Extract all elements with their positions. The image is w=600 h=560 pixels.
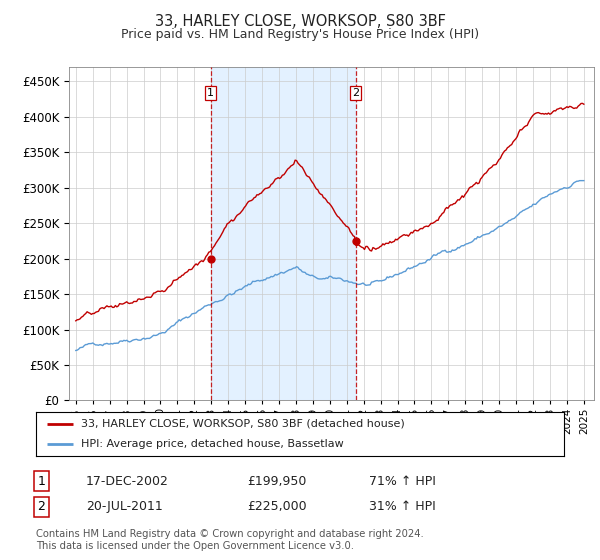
Text: 33, HARLEY CLOSE, WORKSOP, S80 3BF: 33, HARLEY CLOSE, WORKSOP, S80 3BF	[155, 14, 445, 29]
Text: 1: 1	[37, 474, 45, 488]
Text: 33, HARLEY CLOSE, WORKSOP, S80 3BF (detached house): 33, HARLEY CLOSE, WORKSOP, S80 3BF (deta…	[81, 419, 404, 429]
Text: HPI: Average price, detached house, Bassetlaw: HPI: Average price, detached house, Bass…	[81, 439, 344, 449]
Text: £225,000: £225,000	[247, 500, 307, 514]
Text: 2: 2	[352, 88, 359, 99]
Text: 1: 1	[207, 88, 214, 99]
Text: 20-JUL-2011: 20-JUL-2011	[86, 500, 163, 514]
Text: Price paid vs. HM Land Registry's House Price Index (HPI): Price paid vs. HM Land Registry's House …	[121, 28, 479, 41]
Text: Contains HM Land Registry data © Crown copyright and database right 2024.
This d: Contains HM Land Registry data © Crown c…	[36, 529, 424, 551]
Text: 17-DEC-2002: 17-DEC-2002	[86, 474, 169, 488]
Bar	[211, 67, 356, 400]
Text: £199,950: £199,950	[247, 474, 307, 488]
Text: 2: 2	[37, 500, 45, 514]
Text: 71% ↑ HPI: 71% ↑ HPI	[368, 474, 436, 488]
Text: 31% ↑ HPI: 31% ↑ HPI	[368, 500, 436, 514]
